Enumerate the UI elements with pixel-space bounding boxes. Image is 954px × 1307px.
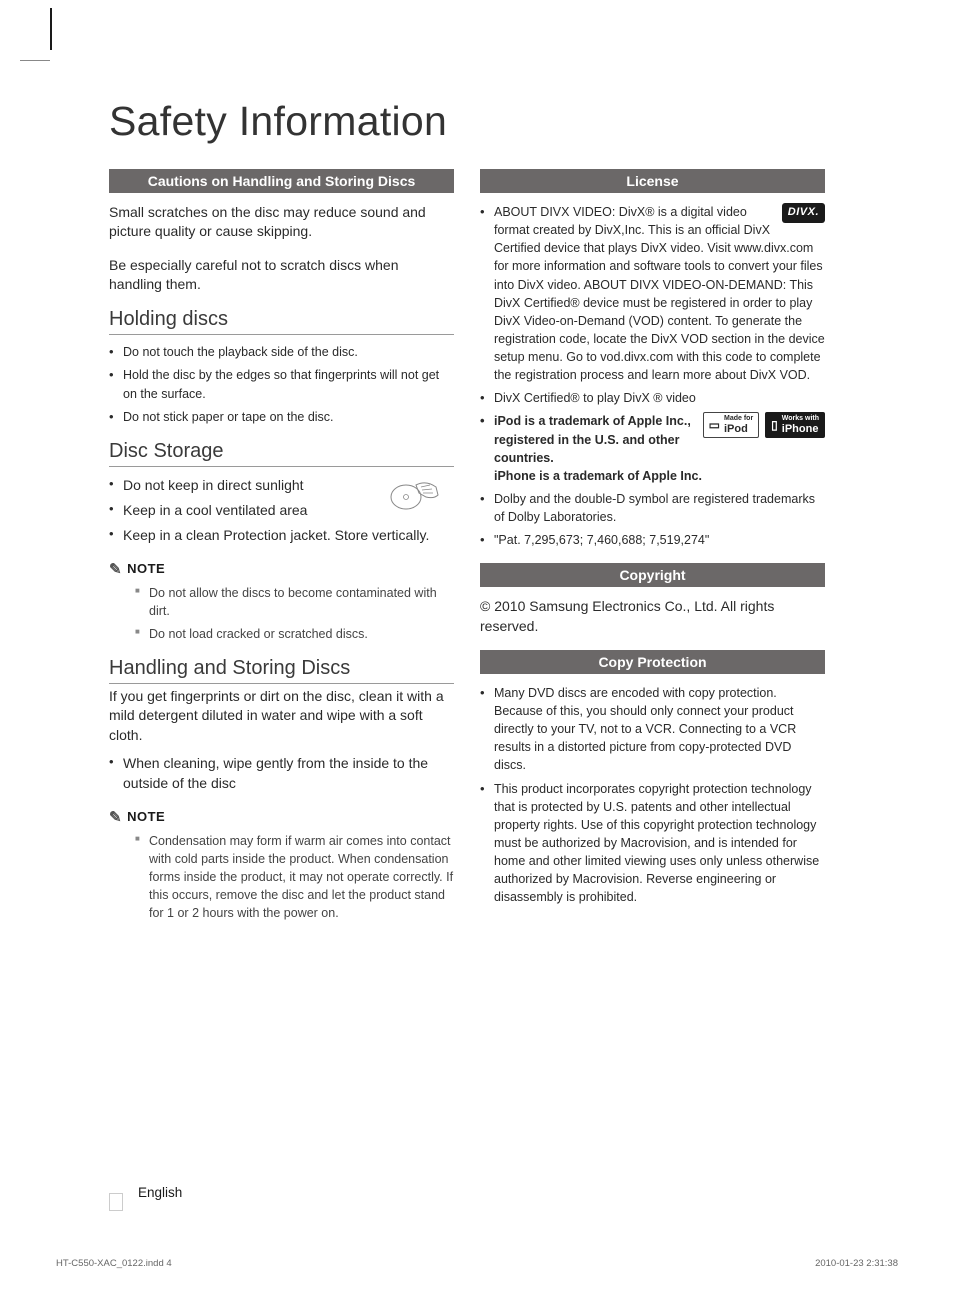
holding-list: Do not touch the playback side of the di… xyxy=(109,343,454,426)
list-item: Do not stick paper or tape on the disc. xyxy=(109,408,454,426)
list-item: Dolby and the double-D symbol are regist… xyxy=(480,490,825,526)
storage-content: Do not keep in direct sunlight Keep in a… xyxy=(109,475,454,546)
list-item: Many DVD discs are encoded with copy pro… xyxy=(480,684,825,775)
list-item: ▭ Made foriPod ▯ Works withiPhone iPod i… xyxy=(480,412,825,485)
list-item: Condensation may form if warm air comes … xyxy=(135,832,454,923)
intro-paragraph-2: Be especially careful not to scratch dis… xyxy=(109,256,454,295)
heading-handling-storing: Handling and Storing Discs xyxy=(109,657,454,684)
list-item: Do not load cracked or scratched discs. xyxy=(135,625,454,643)
license-text-0: ABOUT DIVX VIDEO: DivX® is a digital vid… xyxy=(494,205,825,382)
made-for-ipod-badge: ▭ Made foriPod xyxy=(703,412,760,438)
note-text: NOTE xyxy=(127,809,165,824)
content-columns: Cautions on Handling and Storing Discs S… xyxy=(54,169,900,936)
license-text-2: iPod is a trademark of Apple Inc., regis… xyxy=(494,414,702,482)
list-item: Keep in a cool ventilated area xyxy=(109,500,454,520)
handling-intro: If you get fingerprints or dirt on the d… xyxy=(109,687,454,745)
section-bar-license: License xyxy=(480,169,825,193)
ipod-icon: ▭ xyxy=(709,419,720,432)
list-item: DIVX. ABOUT DIVX VIDEO: DivX® is a digit… xyxy=(480,203,825,384)
footer-timestamp: 2010-01-23 2:31:38 xyxy=(815,1258,898,1269)
list-item: "Pat. 7,295,673; 7,460,688; 7,519,274" xyxy=(480,531,825,549)
footer-meta: HT-C550-XAC_0122.indd 4 2010-01-23 2:31:… xyxy=(54,1258,900,1269)
badge-big: iPhone xyxy=(782,423,819,435)
list-item: Do not allow the discs to become contami… xyxy=(135,584,454,620)
footer: English HT-C550-XAC_0122.indd 4 2010-01-… xyxy=(0,1185,954,1269)
note-label: ✎ NOTE xyxy=(109,808,454,826)
note-list-2: Condensation may form if warm air comes … xyxy=(135,832,454,923)
crop-mark-vertical xyxy=(50,8,52,50)
apple-badges: ▭ Made foriPod ▯ Works withiPhone xyxy=(703,412,825,438)
badge-small: Works with xyxy=(782,415,819,422)
handling-list: When cleaning, wipe gently from the insi… xyxy=(109,753,454,794)
footer-language: English xyxy=(138,1185,900,1200)
works-with-iphone-badge: ▯ Works withiPhone xyxy=(765,412,825,438)
divx-badge: DIVX. xyxy=(782,203,825,223)
section-bar-copyright: Copyright xyxy=(480,563,825,587)
badge-small: Made for xyxy=(724,415,753,422)
footer-filename: HT-C550-XAC_0122.indd 4 xyxy=(56,1258,172,1269)
copyright-text: © 2010 Samsung Electronics Co., Ltd. All… xyxy=(480,597,825,636)
list-item: Do not touch the playback side of the di… xyxy=(109,343,454,361)
list-item: Hold the disc by the edges so that finge… xyxy=(109,366,454,402)
note-label: ✎ NOTE xyxy=(109,560,454,578)
heading-holding-discs: Holding discs xyxy=(109,308,454,335)
heading-disc-storage: Disc Storage xyxy=(109,440,454,467)
right-column: License DIVX. ABOUT DIVX VIDEO: DivX® is… xyxy=(480,169,825,936)
list-item: When cleaning, wipe gently from the insi… xyxy=(109,753,454,794)
list-item: This product incorporates copyright prot… xyxy=(480,780,825,907)
note-icon: ✎ xyxy=(109,808,122,826)
list-item: Do not keep in direct sunlight xyxy=(109,475,454,495)
list-item: Keep in a clean Protection jacket. Store… xyxy=(109,525,454,545)
list-item: DivX Certified® to play DivX ® video xyxy=(480,389,825,407)
badge-big: iPod xyxy=(724,423,748,435)
page-title: Safety Information xyxy=(109,98,900,145)
iphone-icon: ▯ xyxy=(771,419,778,432)
storage-list: Do not keep in direct sunlight Keep in a… xyxy=(109,475,454,546)
intro-paragraph-1: Small scratches on the disc may reduce s… xyxy=(109,203,454,242)
note-icon: ✎ xyxy=(109,560,122,578)
copy-protection-list: Many DVD discs are encoded with copy pro… xyxy=(480,684,825,907)
note-text: NOTE xyxy=(127,561,165,576)
section-bar-copy-protection: Copy Protection xyxy=(480,650,825,674)
left-column: Cautions on Handling and Storing Discs S… xyxy=(109,169,454,936)
section-bar-cautions: Cautions on Handling and Storing Discs xyxy=(109,169,454,193)
crop-mark-horizontal xyxy=(20,60,50,61)
note-list-1: Do not allow the discs to become contami… xyxy=(135,584,454,643)
license-list: DIVX. ABOUT DIVX VIDEO: DivX® is a digit… xyxy=(480,203,825,549)
